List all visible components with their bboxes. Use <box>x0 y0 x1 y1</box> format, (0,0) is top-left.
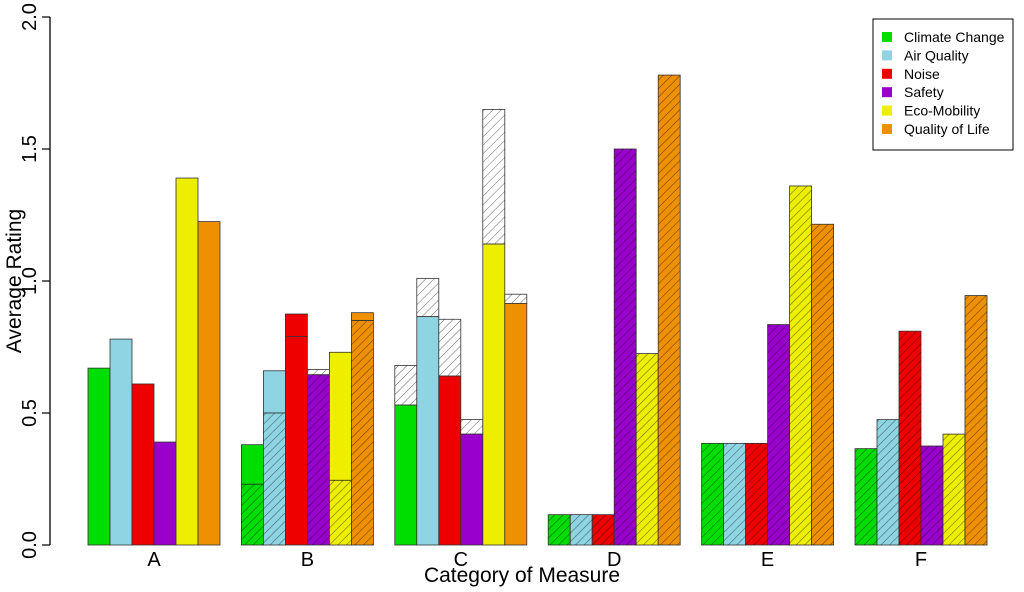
bar-upper-C-2 <box>438 318 462 377</box>
bar-hatch-F-4 <box>943 434 965 545</box>
legend-label-0: Climate Change <box>904 29 1005 45</box>
bar-upper-B-3 <box>306 369 330 376</box>
x-tick-label-B: B <box>301 549 314 571</box>
x-tick-label-F: F <box>915 549 927 571</box>
x-tick-label-C: C <box>454 549 468 571</box>
bar-hatch-E-1 <box>723 443 746 545</box>
bar-upper-B-4 <box>328 351 352 481</box>
legend-label-4: Eco-Mobility <box>904 103 980 119</box>
legend: Climate Change Air Quality Noise Safety Eco-… <box>872 18 1014 151</box>
legend-box <box>872 18 1014 151</box>
legend-items: Climate Change Air Quality Noise Safety Eco-… <box>882 29 1005 137</box>
x-tick-label-A: A <box>147 549 161 571</box>
bar-hatch-F-1 <box>877 419 899 545</box>
bar-hatch-D-0 <box>548 514 571 545</box>
y-tick-label-4: 2.0 <box>19 3 41 31</box>
legend-swatch-4 <box>882 105 892 116</box>
bar-hatch-E-3 <box>767 324 790 545</box>
bar-upper-C-5 <box>504 293 528 304</box>
bar-C-0 <box>394 404 418 546</box>
legend-label-2: Noise <box>904 66 940 82</box>
legend-swatch-5 <box>882 124 892 134</box>
bar-A-4 <box>175 177 199 546</box>
y-tick-label-0: 0.0 <box>19 531 41 559</box>
bar-upper-C-0 <box>394 365 418 406</box>
bar-hatch-B-5 <box>351 320 374 545</box>
bar-upper-B-0 <box>240 444 264 485</box>
y-tick-label-3: 1.5 <box>19 135 41 163</box>
bar-upper-B-1 <box>262 370 286 414</box>
bar-C-4 <box>482 243 506 546</box>
y-axis-title: Average Rating <box>3 209 26 353</box>
legend-label-1: Air Quality <box>904 47 969 63</box>
x-axis-title: Category of Measure <box>424 564 620 587</box>
bar-hatch-B-0 <box>241 484 264 545</box>
bar-hatch-B-4 <box>329 480 352 545</box>
bar-C-1 <box>416 316 440 546</box>
bar-C-5 <box>504 303 528 546</box>
bar-C-3 <box>460 433 484 546</box>
bar-upper-B-5 <box>350 312 374 321</box>
bar-C-2 <box>438 375 462 546</box>
bar-hatch-E-0 <box>701 443 724 545</box>
bar-A-0 <box>87 367 111 546</box>
bar-upper-B-2 <box>284 313 308 337</box>
bar-upper-C-4 <box>482 109 506 245</box>
bar-hatch-F-2 <box>899 331 921 545</box>
bar-hatch-B-3 <box>307 374 330 545</box>
bar-hatch-D-3 <box>614 149 637 545</box>
legend-swatch-1 <box>882 50 892 61</box>
bar-B-2 <box>284 336 308 546</box>
bar-A-3 <box>153 441 177 546</box>
legend-label-5: Quality of Life <box>904 121 990 137</box>
legend-label-3: Safety <box>904 84 944 100</box>
bar-hatch-D-4 <box>636 353 659 545</box>
bar-hatch-F-3 <box>921 446 943 545</box>
legend-swatch-3 <box>882 87 892 98</box>
bar-hatch-D-5 <box>658 75 681 545</box>
x-labels-group: A B C D E F <box>147 549 927 571</box>
bar-hatch-E-2 <box>745 443 768 545</box>
y-tick-label-1: 0.5 <box>19 399 41 427</box>
y-ticks-group: 0.0 0.5 1.0 1.5 2.0 <box>19 3 50 559</box>
x-tick-label-D: D <box>607 549 621 571</box>
bar-A-1 <box>109 338 133 546</box>
bar-hatch-D-2 <box>592 514 615 545</box>
bar-hatch-E-5 <box>811 224 834 546</box>
bar-upper-C-1 <box>416 277 440 318</box>
bar-hatch-D-1 <box>570 514 593 545</box>
bar-hatch-F-5 <box>965 295 987 545</box>
legend-swatch-2 <box>882 68 892 79</box>
x-tick-label-E: E <box>761 549 774 571</box>
bar-upper-C-3 <box>460 419 484 435</box>
legend-swatch-0 <box>882 32 892 42</box>
bar-hatch-B-1 <box>263 413 286 545</box>
bars-group <box>87 74 988 546</box>
y-tick-label-2: 1.0 <box>19 267 41 295</box>
bar-hatch-E-4 <box>789 185 812 545</box>
bar-hatch-F-0 <box>855 448 877 545</box>
bar-A-2 <box>131 383 155 546</box>
bar-A-5 <box>197 221 221 546</box>
